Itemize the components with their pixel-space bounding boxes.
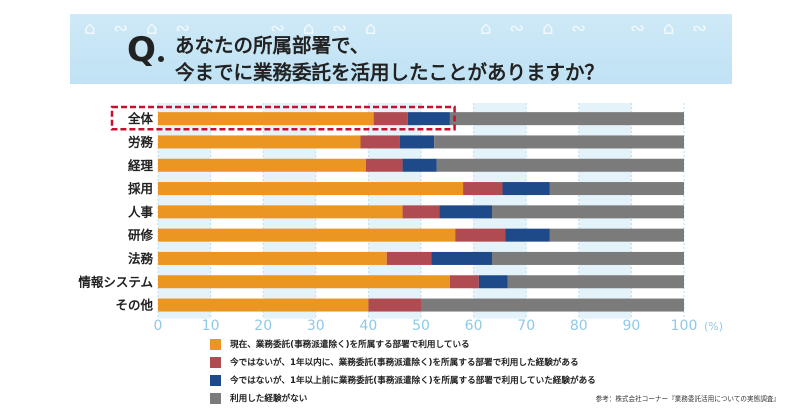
- x-tick-label: 50: [412, 318, 430, 334]
- category-label: 労務: [128, 134, 154, 149]
- decorative-pattern: ∾ ⌂ ∾ ⌂: [270, 18, 383, 39]
- category-label: 情報システム: [78, 274, 153, 289]
- bar-segment: [463, 182, 503, 196]
- bar-segment: [402, 158, 437, 172]
- legend-label: 今ではないが、1年以上前に業務委託(事務派遣除く)を所属する部署で利用していた経…: [230, 376, 596, 386]
- legend-item: 今ではないが、1年以内に、業務委託(事務派遣除く)を所属する部署で利用した経験が…: [210, 353, 596, 371]
- bar-segment: [505, 228, 550, 242]
- question-line-1: あなたの所属部署で、: [175, 34, 370, 57]
- category-label: 研修: [128, 228, 154, 243]
- x-tick-label: 20: [254, 318, 272, 334]
- bar-segment: [373, 112, 408, 126]
- bar-segment: [439, 205, 493, 219]
- bar-segment: [449, 275, 479, 289]
- question-title: あなたの所属部署で、 今までに業務委託を活用したことがありますか？: [175, 32, 604, 86]
- bar-layer: [158, 112, 684, 312]
- category-label: 法務: [128, 251, 154, 266]
- legend-label: 利用した経験がない: [230, 394, 308, 404]
- bar-segment: [434, 135, 684, 149]
- bar-segment: [158, 228, 456, 242]
- bar-segment: [158, 298, 369, 312]
- tick-layer: 0 10 20 30 40 50 60 70 80 90 100 (%): [154, 318, 724, 334]
- bar-segment: [365, 158, 403, 172]
- bar-segment: [360, 135, 400, 149]
- legend-label: 今ではないが、1年以内に、業務委託(事務派遣除く)を所属する部署で利用した経験が…: [230, 358, 579, 368]
- q-mark: Q: [127, 30, 156, 70]
- q-dot: [158, 56, 164, 62]
- category-label: 採用: [128, 181, 153, 196]
- bar-segment: [158, 251, 387, 265]
- legend-label: 現在、業務委託(事務派遣除く)を所属する部署で利用している: [230, 340, 470, 350]
- bar-segment: [449, 112, 684, 126]
- bar-segment: [368, 298, 421, 312]
- bar-segment: [158, 182, 464, 196]
- bar-segment: [158, 205, 403, 219]
- x-tick-label: 100: [671, 318, 698, 334]
- x-tick-label: 0: [154, 318, 163, 334]
- category-label: 経理: [128, 158, 154, 173]
- bar-segment: [492, 251, 684, 265]
- question-line-2: 今までに業務委託を活用したことがありますか？: [175, 61, 605, 84]
- bar-segment: [549, 182, 684, 196]
- legend-item: 今ではないが、1年以上前に業務委託(事務派遣除く)を所属する部署で利用していた経…: [210, 371, 596, 389]
- decorative-pattern: ⌂ ∾ ⌂ ∾: [84, 18, 197, 39]
- bar-segment: [478, 275, 508, 289]
- x-tick-label: 70: [517, 318, 535, 334]
- bar-segment: [455, 228, 506, 242]
- legend-swatch: [210, 392, 221, 404]
- bar-segment: [492, 205, 684, 219]
- bar-segment: [502, 182, 550, 196]
- legend-item: 現在、業務委託(事務派遣除く)を所属する部署で利用している: [210, 335, 596, 353]
- x-tick-label: 60: [465, 318, 483, 334]
- x-unit-label: (%): [704, 320, 723, 333]
- header-band: ⌂ ∾ ⌂ ∾ ∾ ⌂ ∾ ⌂ ⌂ ∾ ⌂ ∾ ∾ ⌂ ∾: [70, 14, 732, 84]
- bar-segment: [436, 158, 684, 172]
- bar-segment: [158, 275, 450, 289]
- source-note: 参考：株式会社コーナー『業務委託活用についての実態調査』: [595, 395, 780, 403]
- x-tick-label: 40: [359, 318, 377, 334]
- bar-segment: [158, 158, 366, 172]
- bar-segment: [386, 251, 432, 265]
- category-label: 人事: [128, 204, 154, 219]
- bar-segment: [158, 112, 374, 126]
- bar-segment: [431, 251, 493, 265]
- category-label: その他: [115, 298, 153, 313]
- legend-item: 利用した経験がない: [210, 389, 596, 407]
- x-tick-label: 90: [622, 318, 640, 334]
- legend-swatch: [210, 356, 221, 368]
- bar-segment: [399, 135, 435, 149]
- legend-swatch: [210, 338, 221, 350]
- decorative-pattern: ⌂ ∾ ⌂ ∾: [480, 18, 593, 39]
- highlight-box: [110, 105, 456, 131]
- x-tick-label: 80: [570, 318, 588, 334]
- bar-segment: [158, 135, 361, 149]
- category-label: 全体: [127, 111, 154, 126]
- bar-segment: [549, 228, 684, 242]
- bar-segment: [507, 275, 684, 289]
- bar-segment: [407, 112, 450, 126]
- legend: 現在、業務委託(事務派遣除く)を所属する部署で利用している今ではないが、1年以内…: [210, 335, 596, 407]
- legend-swatch: [210, 374, 221, 386]
- bar-segment: [402, 205, 440, 219]
- x-tick-label: 10: [202, 318, 220, 334]
- bar-segment: [421, 298, 684, 312]
- x-tick-label: 30: [307, 318, 325, 334]
- decorative-pattern: ∾ ⌂ ∾: [630, 18, 714, 39]
